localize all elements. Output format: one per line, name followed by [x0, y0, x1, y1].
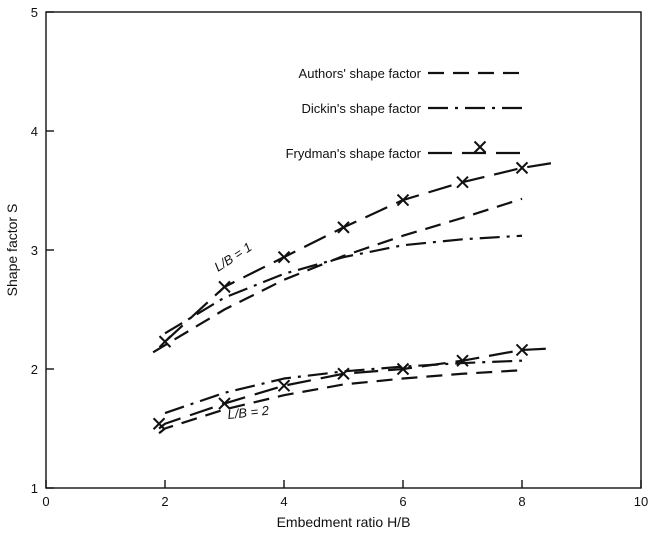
x-tick-label: 0 [42, 494, 49, 509]
x-tick-label: 10 [634, 494, 648, 509]
series-lb2-dashed-with-crosses-marker [337, 367, 350, 380]
curve-label: L/B = 2 [227, 403, 271, 422]
series-lb1-dashed-with-crosses-line [164, 162, 552, 343]
y-tick-label: 2 [31, 362, 38, 377]
series-lb1-dashed-with-crosses-marker [218, 280, 231, 294]
series-lb2-dashed-with-crosses-marker [456, 354, 469, 367]
series-lb1-dashed-with-crosses-marker [277, 250, 291, 264]
series-lb1-dashed-line [152, 197, 523, 354]
series-lb2-dashed-with-crosses-marker [277, 379, 291, 392]
x-tick-label: 4 [280, 494, 287, 509]
series-lb1-dashed-with-crosses-marker [158, 335, 172, 348]
legend-label: Frydman's shape factor [286, 146, 422, 161]
y-tick-label: 4 [31, 124, 38, 139]
series-lb1-dashed-with-crosses-marker [515, 161, 529, 175]
legend: Authors' shape factor Dickin's shape fact… [286, 66, 526, 161]
series-lb2-dashed-with-crosses-marker [515, 343, 529, 357]
legend-label: Authors' shape factor [299, 66, 422, 81]
y-tick-label: 3 [31, 243, 38, 258]
series-lb2-dashed-with-crosses-marker [152, 417, 166, 430]
y-tick-label: 5 [31, 5, 38, 20]
legend-marker [473, 140, 487, 154]
series-lb1-dashed-with-crosses-marker [456, 175, 469, 189]
x-tick-label: 2 [161, 494, 168, 509]
x-tick-label: 6 [399, 494, 406, 509]
y-tick-label: 1 [31, 481, 38, 496]
series-lb1-dashed-with-crosses-marker [396, 193, 410, 207]
text-layer: Embedment ratio H/B Shape factor S L/B = 1… [4, 204, 410, 530]
series-lb2-dashed-with-crosses-marker [396, 362, 410, 376]
plot-frame [45, 11, 642, 489]
curve-label: L/B = 1 [211, 239, 254, 274]
series-lb2-dashed-with-crosses-line [158, 347, 546, 430]
series-lb2-dashed-with-crosses-marker [218, 397, 231, 410]
series-lb1-dash-dot-line [164, 234, 523, 335]
x-tick-label: 8 [518, 494, 525, 509]
legend-label: Dickin's shape factor [301, 101, 421, 116]
series-layer [152, 161, 552, 435]
series-lb1-dashed-with-crosses-marker [337, 221, 350, 234]
y-axis-label: Shape factor S [4, 204, 20, 297]
x-axis-label: Embedment ratio H/B [277, 514, 411, 530]
series-lb2-dash-dot-line [164, 359, 523, 415]
series-lb2-dashed-line [158, 369, 523, 435]
